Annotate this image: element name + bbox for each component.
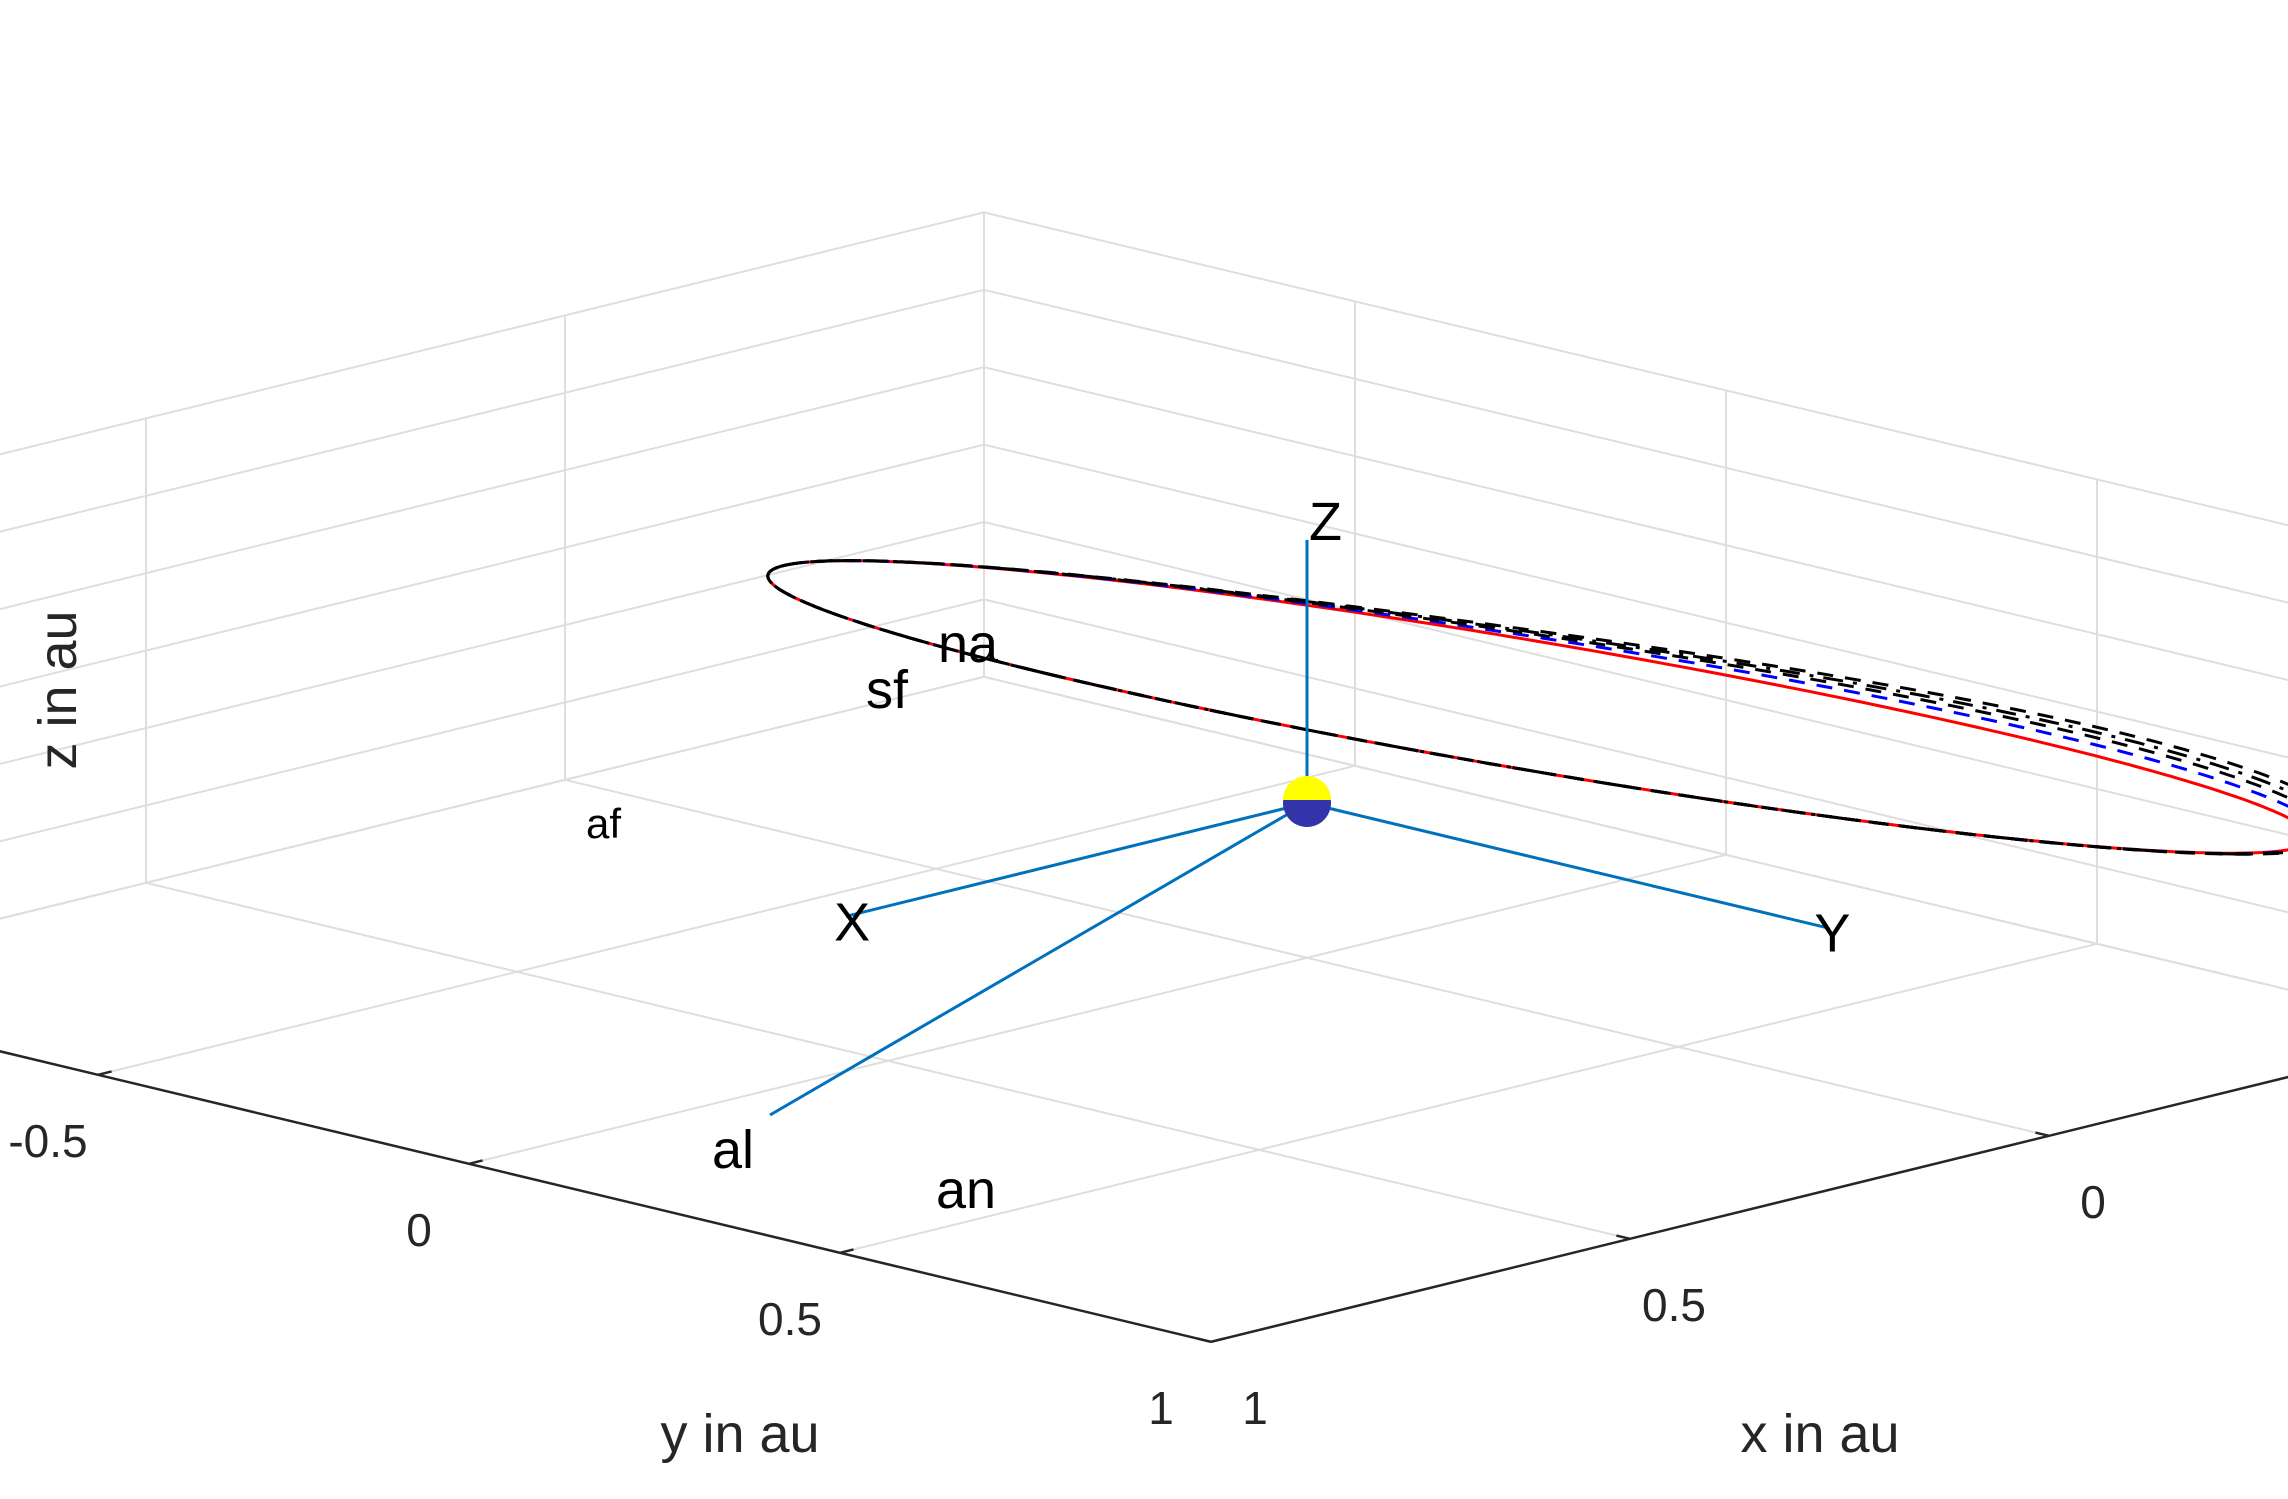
tick-mark: [468, 1159, 483, 1166]
y-axis-line: [0, 1050, 1212, 1344]
orbit-af: [766, 558, 2288, 856]
grid-line: [983, 211, 2288, 527]
tick-mark: [1197, 1337, 1212, 1344]
grid-line: [983, 521, 2288, 836]
grid-lines: [0, 211, 2288, 1343]
y-tick-label: 0: [406, 1204, 432, 1256]
orbit-curves: [766, 558, 2288, 856]
y-tick-label: -0.5: [8, 1115, 87, 1167]
x-tick-label: 1: [1242, 1382, 1268, 1434]
x-tick-label: 0.5: [1642, 1279, 1706, 1331]
grid-line: [983, 598, 2288, 914]
grid-line: [468, 853, 1727, 1165]
grid-line: [983, 443, 2288, 759]
tick-mark: [1210, 1337, 1225, 1344]
grid-line: [983, 675, 2288, 991]
orbit-al: [766, 559, 2288, 856]
annotation-an: an: [936, 1160, 996, 1220]
grid-line: [0, 675, 985, 920]
annotation-sf: sf: [866, 660, 909, 720]
grid-line: [0, 598, 985, 843]
tick-mark: [1616, 1234, 1631, 1241]
tick-labels: -1-0.500.51-0.500.51-0.4-0.200.20.40.60.…: [8, 1115, 2106, 1434]
orbit-an: [766, 559, 2288, 856]
sun-marker: [1283, 776, 1331, 827]
y-axis-label: y in au: [660, 1404, 819, 1464]
grid-line: [0, 366, 985, 611]
grid-line: [0, 521, 985, 765]
x-axis-label: x in au: [1740, 1404, 1899, 1464]
sun-top: [1283, 776, 1331, 800]
grid-line: [0, 288, 985, 533]
grid-line: [839, 942, 2098, 1254]
annotations: na sf af al an: [586, 614, 999, 1220]
x-tick-label: 0: [2080, 1176, 2106, 1228]
grid-line: [983, 366, 2288, 682]
y-tick-label: 0.5: [758, 1293, 822, 1345]
x-axis-line: [1210, 1075, 2288, 1344]
tick-mark: [2035, 1131, 2050, 1138]
tick-mark: [839, 1248, 854, 1255]
z-axis-label: z in au: [28, 610, 88, 769]
reference-axis-label-Y: Y: [1814, 904, 1850, 964]
reference-axis-label-X: X: [834, 892, 870, 952]
grid-line: [983, 288, 2288, 604]
grid-line: [0, 1050, 1212, 1343]
grid-line: [97, 764, 1356, 1076]
reference-axis-label-Z: Z: [1309, 492, 1342, 552]
grid-line: [0, 211, 985, 456]
annotation-al: al: [712, 1120, 754, 1180]
annotation-af: af: [586, 800, 621, 847]
plot-axes: [0, 1050, 2288, 1344]
reference-line-diagonal: [769, 801, 1308, 1117]
grid-line: [1210, 1076, 2288, 1343]
annotation-na: na: [938, 614, 999, 674]
labels: x in au y in au z in au: [28, 610, 1900, 1464]
tick-mark: [97, 1070, 112, 1077]
orbit-sf: [766, 559, 2288, 855]
reference-axes: X Y Z: [769, 492, 1850, 1117]
grid-line: [0, 443, 985, 688]
reference-axis-X: [845, 801, 1308, 918]
y-tick-label: 1: [1148, 1382, 1174, 1434]
orbit-na: [766, 559, 2288, 856]
reference-axis-Y: [1306, 801, 1827, 930]
